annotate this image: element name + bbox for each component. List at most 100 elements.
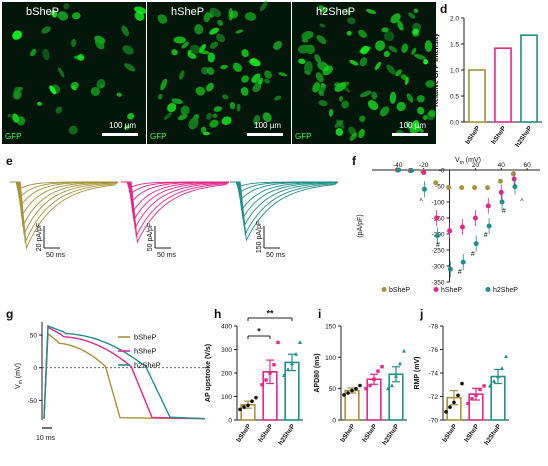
panel-letter-j: j — [420, 307, 424, 321]
gfp-cell — [298, 58, 306, 65]
gfp-cell — [406, 93, 414, 103]
scalebar-label: 100 µm — [399, 121, 426, 130]
y-tick-label: -0 — [439, 168, 445, 175]
gfp-cell — [389, 91, 397, 104]
gfp-cell — [206, 112, 213, 120]
data-point — [286, 367, 290, 372]
chart-title-f: Vm (mV) — [455, 157, 481, 166]
gfp-cell — [412, 33, 420, 37]
gfp-cell — [349, 132, 358, 141]
significance-mark: # — [484, 232, 488, 239]
panel-letter-f: f — [352, 154, 356, 168]
scalebar-label: 10 ms — [36, 435, 56, 442]
gfp-cell — [386, 64, 396, 75]
data-point — [398, 361, 402, 366]
gfp-cell — [12, 30, 23, 40]
gfp-cell — [428, 109, 436, 117]
y-axis-label: (pA/pF) — [357, 214, 364, 237]
data-point — [409, 168, 415, 174]
significance-mark: # — [436, 242, 440, 249]
channel-label: GFP — [295, 132, 312, 141]
data-point — [298, 340, 302, 345]
gfp-cell — [217, 19, 224, 26]
gfp-cell — [90, 86, 101, 97]
gfp-cell — [241, 49, 249, 58]
micrograph-title: bSheP — [26, 6, 60, 18]
gfp-cell — [177, 114, 188, 121]
gfp-cell — [341, 100, 349, 109]
gfp-cell — [328, 108, 334, 117]
data-point — [510, 171, 516, 177]
x-tick-label: hSheP — [463, 423, 481, 444]
gfp-cell — [57, 11, 69, 21]
significance-mark: # — [458, 269, 462, 276]
gfp-cell — [203, 12, 211, 23]
data-point — [264, 378, 268, 382]
x-tick-label: hSheP — [257, 423, 275, 444]
gfp-cell — [209, 119, 219, 128]
panel-letter-h: h — [214, 307, 222, 321]
gfp-cell — [199, 43, 207, 53]
gfp-cell — [206, 67, 215, 75]
gfp-cell — [42, 48, 50, 61]
x-tick-label: hSheP — [361, 423, 379, 444]
y-tick-label: -70 — [429, 418, 439, 425]
gfp-cell — [122, 45, 134, 55]
gfp-cell — [359, 115, 366, 122]
gfp-cell — [274, 95, 282, 101]
gfp-cell — [384, 31, 395, 42]
gfp-cell — [171, 98, 183, 105]
scalebar-label: 100 µm — [109, 121, 136, 130]
gfp-cell — [216, 33, 226, 43]
gfp-cell — [206, 82, 214, 92]
gfp-cell — [41, 26, 51, 34]
gfp-cell — [318, 84, 327, 95]
x-tick-label: h2SheP — [381, 423, 401, 447]
gfp-cell — [30, 48, 37, 57]
data-point — [282, 373, 286, 377]
gfp-cell — [318, 100, 328, 107]
current-traces-hSheP — [121, 181, 230, 244]
panel-letter-g: g — [6, 307, 14, 321]
gfp-cell — [408, 12, 416, 19]
y-tick-label: 150 — [325, 324, 336, 331]
gfp-cell — [121, 25, 130, 37]
significance-mark: # — [471, 251, 475, 258]
y-tick-label: -100 — [432, 200, 445, 207]
data-point — [446, 185, 452, 191]
y-tick-label: -72 — [429, 394, 439, 401]
x-tick-label: 20 — [472, 162, 480, 169]
current-trace — [121, 181, 230, 222]
gfp-cell — [194, 24, 204, 35]
current-trace — [121, 181, 230, 238]
y-tick-label: -78 — [429, 324, 439, 331]
data-point — [444, 409, 448, 414]
data-point — [376, 369, 380, 373]
gfp-cell — [347, 17, 356, 25]
gfp-cell — [253, 114, 261, 126]
data-point — [504, 354, 508, 359]
gfp-cell — [49, 85, 57, 95]
current-trace — [121, 181, 230, 214]
micrograph-title: hSheP — [171, 6, 205, 18]
series-hSheP — [395, 167, 517, 234]
gfp-cell — [396, 101, 406, 112]
y-tick-label: 0.5 — [450, 94, 459, 101]
gfp-cell — [416, 95, 425, 103]
gfp-cell — [423, 59, 429, 65]
gfp-cell — [232, 62, 243, 72]
scalebar — [247, 133, 283, 136]
gfp-cell — [359, 57, 368, 67]
scalebar-y-label: 50 pA/pF — [147, 223, 154, 251]
gfp-cell — [383, 50, 390, 58]
x-tick-label: hSheP — [490, 125, 508, 146]
data-point — [452, 400, 456, 405]
current-trace — [10, 181, 119, 218]
y-tick-label: 200 — [221, 371, 232, 378]
significance-label: ** — [266, 309, 274, 319]
gfp-cell — [209, 27, 219, 35]
x-tick-label: -20 — [419, 162, 429, 169]
data-point — [268, 371, 272, 375]
current-trace — [10, 181, 119, 250]
